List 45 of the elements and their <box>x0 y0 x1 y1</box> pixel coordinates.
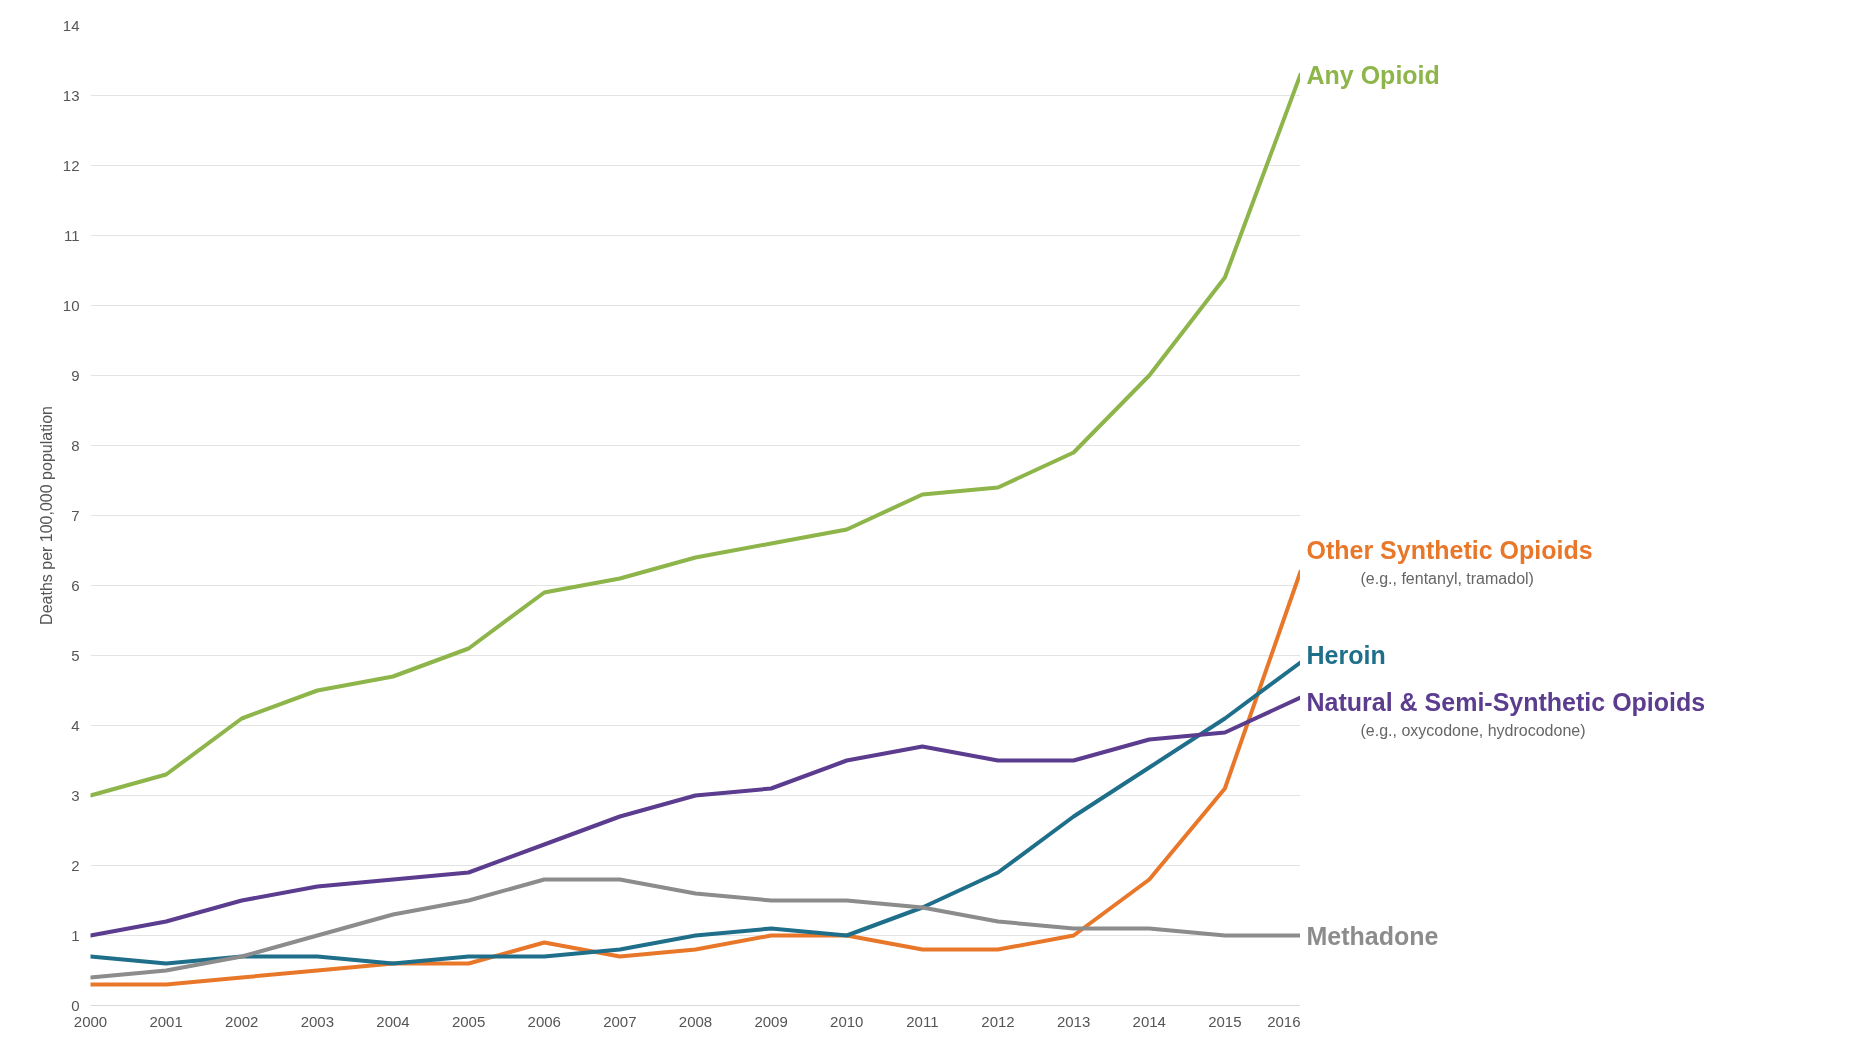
line-series <box>90 695 1300 938</box>
series-label: Heroin <box>1306 640 1386 669</box>
x-tick-label: 2000 <box>73 1012 108 1030</box>
x-tick-label: 2015 <box>1208 1012 1242 1030</box>
y-tick-label: 3 <box>71 786 80 804</box>
y-tick-label: 13 <box>62 86 80 104</box>
x-tick-label: 2002 <box>225 1012 259 1030</box>
text: (e.g., fentanyl, tramadol) <box>1360 569 1534 587</box>
x-tick-label: 2001 <box>149 1012 183 1030</box>
y-tick-label: 10 <box>62 296 80 314</box>
y-tick-label: 0 <box>71 996 80 1014</box>
line-series <box>90 72 1300 798</box>
y-tick-label: 1 <box>71 926 80 944</box>
line-series <box>90 877 1300 980</box>
y-tick-label: 8 <box>71 436 80 454</box>
series-label: Other Synthetic Opioids <box>1306 535 1593 564</box>
x-tick-label: 2005 <box>451 1012 486 1030</box>
x-tick-label: 2013 <box>1056 1012 1091 1030</box>
x-tick-label: 2007 <box>603 1012 637 1030</box>
y-tick-label: 14 <box>62 16 80 34</box>
x-tick-label: 2010 <box>830 1012 864 1030</box>
x-tick-label: 2016 <box>1267 1012 1301 1030</box>
y-tick-label: 7 <box>71 506 80 524</box>
y-tick-label: 11 <box>63 226 80 244</box>
y-tick-label: 12 <box>62 156 80 174</box>
series-label: Any Opioid <box>1306 60 1440 89</box>
y-tick-label: 4 <box>71 716 80 734</box>
x-tick-label: 2009 <box>754 1012 788 1030</box>
series-label: Methadone <box>1306 921 1439 950</box>
y-axis-title: Deaths per 100,000 population <box>37 406 55 625</box>
line-series <box>90 569 1300 987</box>
line-series <box>90 660 1300 966</box>
y-tick-label: 9 <box>71 366 80 384</box>
x-tick-label: 2011 <box>906 1012 939 1030</box>
y-tick-label: 2 <box>71 856 80 874</box>
x-tick-label: 2003 <box>300 1012 335 1030</box>
text: (e.g., oxycodone, hydrocodone) <box>1360 721 1586 739</box>
x-tick-label: 2012 <box>981 1012 1015 1030</box>
x-tick-label: 2014 <box>1132 1012 1166 1030</box>
x-tick-label: 2004 <box>376 1012 410 1030</box>
y-tick-label: 5 <box>71 646 80 664</box>
x-tick-label: 2008 <box>678 1012 713 1030</box>
x-tick-label: 2006 <box>527 1012 561 1030</box>
series-label: Natural & Semi-Synthetic Opioids <box>1306 687 1706 716</box>
y-tick-label: 6 <box>71 576 80 594</box>
